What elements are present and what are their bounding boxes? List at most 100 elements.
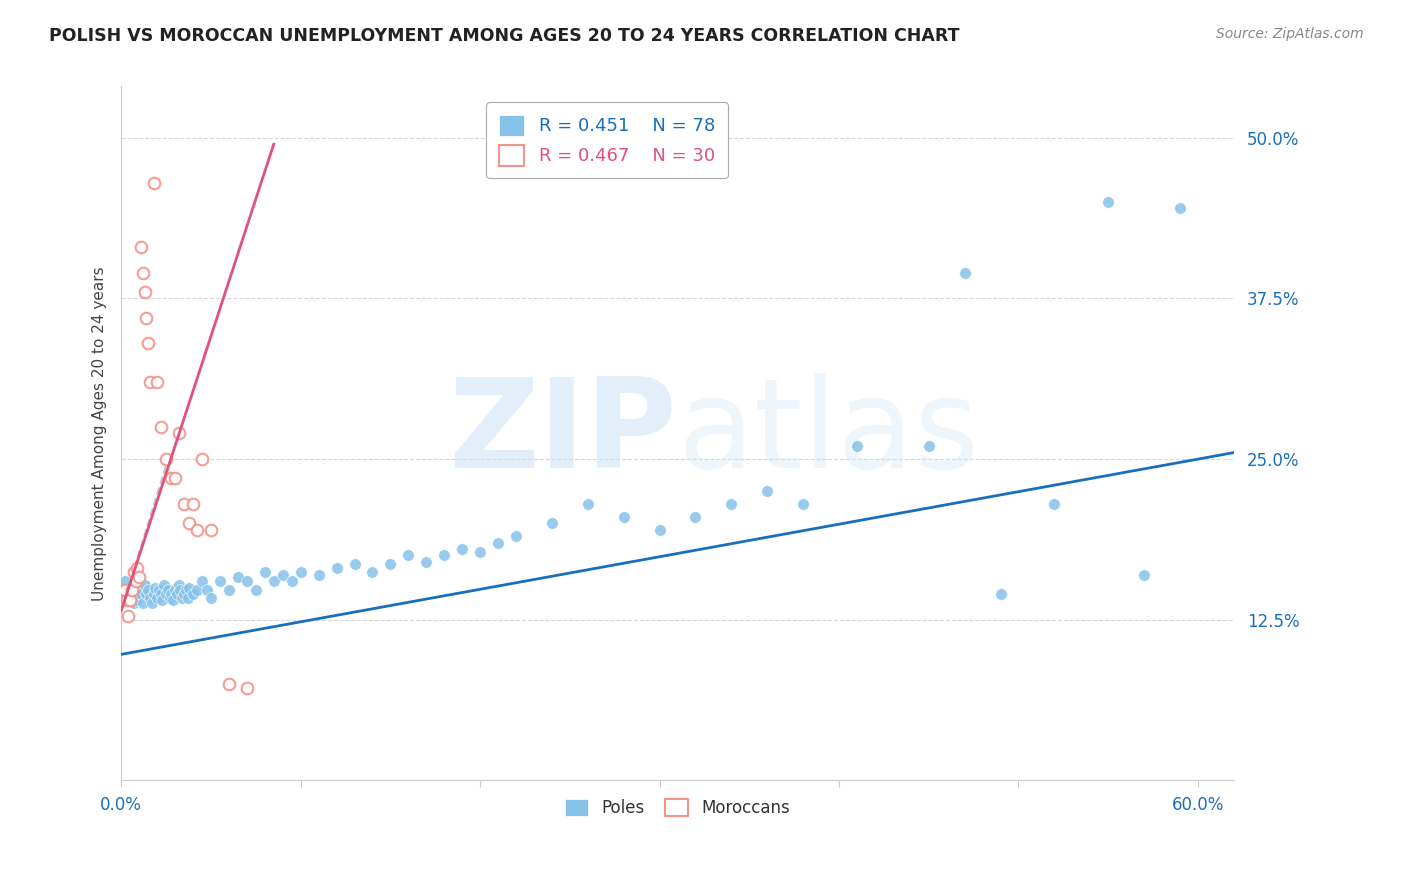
Text: ZIP: ZIP <box>449 373 678 494</box>
Point <box>146 591 169 605</box>
Point <box>236 574 259 588</box>
Point <box>613 509 636 524</box>
Legend: Poles, Moroccans: Poles, Moroccans <box>558 792 797 824</box>
Point <box>415 555 437 569</box>
Point <box>156 583 179 598</box>
Point <box>218 583 240 598</box>
Point <box>380 558 402 572</box>
Point <box>149 420 172 434</box>
Point <box>433 549 456 563</box>
Point <box>173 587 195 601</box>
Point <box>1168 202 1191 216</box>
Point <box>181 587 204 601</box>
Point <box>132 596 155 610</box>
Point <box>191 452 214 467</box>
Point <box>160 587 183 601</box>
Point <box>176 591 198 605</box>
Point <box>165 583 187 598</box>
Point <box>153 578 176 592</box>
Point <box>143 581 166 595</box>
Point <box>167 578 190 592</box>
Point <box>200 523 222 537</box>
Point <box>173 497 195 511</box>
Point <box>155 587 177 601</box>
Point <box>541 516 564 531</box>
Point <box>720 497 742 511</box>
Point <box>208 574 231 588</box>
Point <box>325 561 347 575</box>
Point <box>134 285 156 299</box>
Point <box>195 583 218 598</box>
Point <box>918 439 941 453</box>
Point <box>200 591 222 605</box>
Point <box>134 578 156 592</box>
Point <box>128 581 150 595</box>
Point <box>290 565 312 579</box>
Text: POLISH VS MOROCCAN UNEMPLOYMENT AMONG AGES 20 TO 24 YEARS CORRELATION CHART: POLISH VS MOROCCAN UNEMPLOYMENT AMONG AG… <box>49 27 960 45</box>
Point <box>124 574 146 588</box>
Point <box>166 587 188 601</box>
Point <box>396 549 419 563</box>
Point <box>128 570 150 584</box>
Point <box>120 593 142 607</box>
Point <box>169 583 191 598</box>
Point <box>122 596 145 610</box>
Point <box>179 516 201 531</box>
Point <box>648 523 671 537</box>
Point <box>142 587 165 601</box>
Point <box>1097 194 1119 209</box>
Point <box>505 529 527 543</box>
Point <box>186 583 208 598</box>
Point <box>361 565 384 579</box>
Point <box>245 583 267 598</box>
Point <box>121 591 143 605</box>
Point <box>121 583 143 598</box>
Point <box>115 593 138 607</box>
Point <box>159 591 181 605</box>
Point <box>451 541 474 556</box>
Point <box>139 375 162 389</box>
Point <box>685 509 707 524</box>
Point <box>174 583 197 598</box>
Point <box>172 591 194 605</box>
Point <box>127 561 149 575</box>
Point <box>136 336 159 351</box>
Point <box>181 497 204 511</box>
Point <box>152 593 174 607</box>
Point <box>129 240 152 254</box>
Point <box>122 565 145 579</box>
Point <box>263 574 285 588</box>
Point <box>146 375 169 389</box>
Point <box>162 593 184 607</box>
Point <box>792 497 814 511</box>
Point <box>1043 497 1066 511</box>
Point <box>127 593 149 607</box>
Point <box>135 587 157 601</box>
Point <box>218 677 240 691</box>
Point <box>117 583 139 598</box>
Point <box>117 608 139 623</box>
Point <box>236 681 259 695</box>
Text: Source: ZipAtlas.com: Source: ZipAtlas.com <box>1216 27 1364 41</box>
Point <box>990 587 1012 601</box>
Point <box>165 471 187 485</box>
Point <box>179 581 201 595</box>
Point <box>576 497 599 511</box>
Point <box>280 574 302 588</box>
Point <box>845 439 868 453</box>
Point <box>486 535 509 549</box>
Point <box>142 176 165 190</box>
Point <box>160 471 183 485</box>
Point <box>271 567 294 582</box>
Y-axis label: Unemployment Among Ages 20 to 24 years: Unemployment Among Ages 20 to 24 years <box>93 266 107 600</box>
Point <box>226 570 249 584</box>
Point <box>253 565 276 579</box>
Point <box>343 558 366 572</box>
Point <box>468 544 491 558</box>
Point <box>167 426 190 441</box>
Point <box>149 587 172 601</box>
Point <box>139 591 162 605</box>
Point <box>308 567 330 582</box>
Point <box>141 596 163 610</box>
Text: atlas: atlas <box>678 373 980 494</box>
